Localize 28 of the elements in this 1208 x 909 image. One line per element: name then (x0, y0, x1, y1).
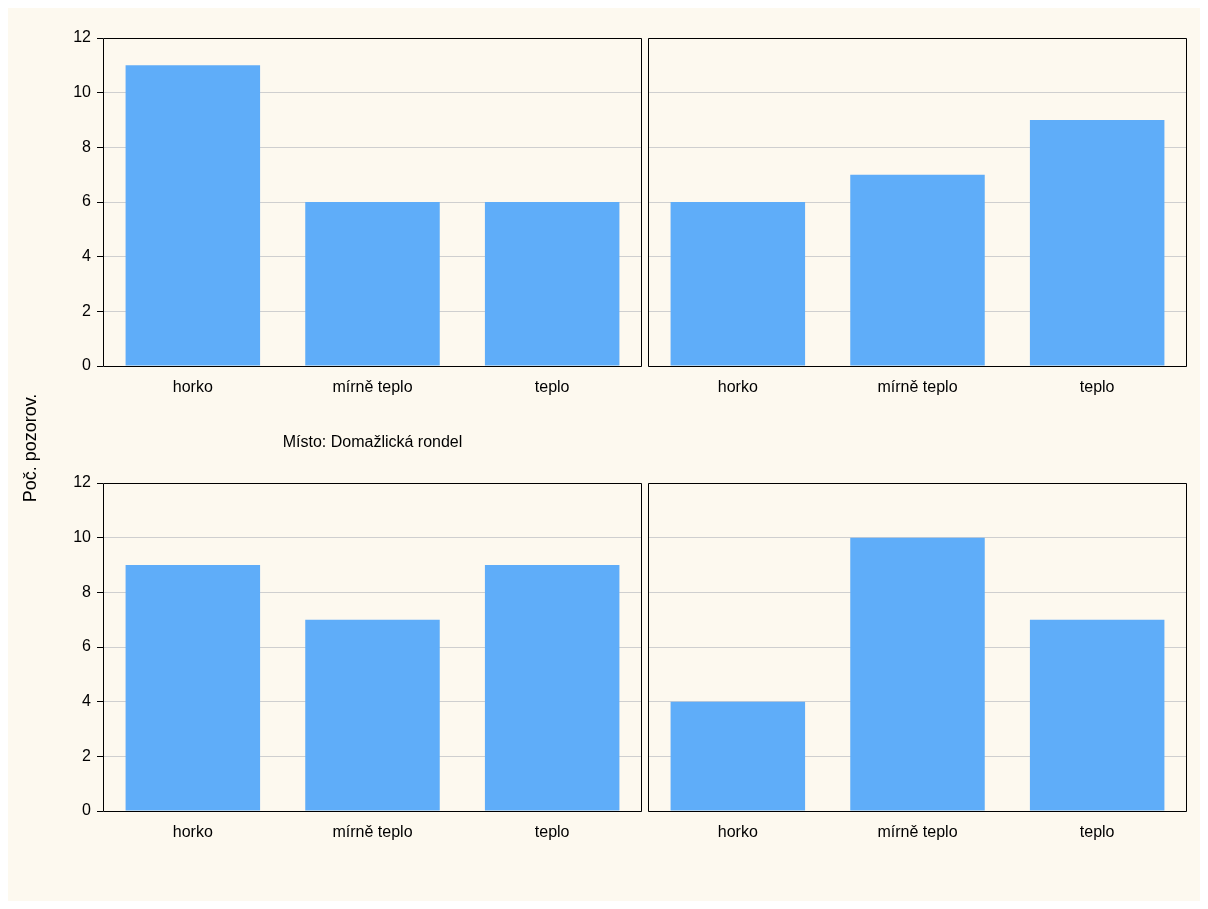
y-tick-label: 4 (82, 691, 92, 709)
y-tick-label: 0 (82, 356, 92, 374)
x-tick-label: horko (172, 822, 213, 840)
y-tick-label: 0 (82, 800, 92, 818)
x-tick-label: mírně teplo (332, 378, 413, 396)
y-tick-label: 12 (73, 472, 92, 490)
y-tick-label: 8 (82, 582, 92, 600)
x-tick-label: horko (172, 378, 213, 396)
y-tick-label: 2 (82, 746, 92, 764)
y-tick-label: 4 (82, 247, 92, 265)
x-tick-label: horko (717, 822, 758, 840)
x-tick-label: teplo (534, 378, 570, 396)
y-tick-label: 8 (82, 137, 92, 155)
y-tick-label: 10 (73, 527, 92, 545)
y-tick-label: 6 (82, 192, 92, 210)
y-tick-label: 12 (73, 28, 92, 46)
x-tick-label: teplo (534, 822, 570, 840)
x-tick-label: mírně teplo (332, 822, 413, 840)
y-tick-label: 6 (82, 636, 92, 654)
x-axis-title: Místo: Domažlická rondel (282, 432, 463, 450)
x-tick-label: mírně teplo (877, 822, 958, 840)
x-tick-label: mírně teplo (877, 378, 958, 396)
y-tick-label: 10 (73, 83, 92, 101)
x-tick-label: horko (717, 378, 758, 396)
y-tick-label: 2 (82, 301, 92, 319)
x-tick-label: teplo (1079, 378, 1115, 396)
x-tick-label: teplo (1079, 822, 1115, 840)
y-axis-title: Poč. pozorov. (19, 393, 41, 503)
